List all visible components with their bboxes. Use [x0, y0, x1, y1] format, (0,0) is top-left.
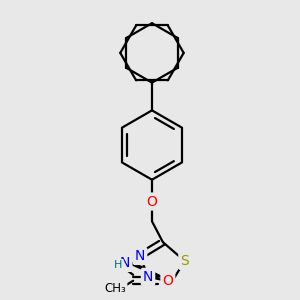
Text: N: N [143, 270, 153, 284]
Text: N: N [135, 249, 145, 263]
Text: H: H [114, 260, 122, 270]
Text: O: O [146, 194, 158, 208]
Text: O: O [162, 274, 173, 288]
Text: CH₃: CH₃ [104, 282, 126, 295]
Text: S: S [180, 254, 189, 268]
Text: N: N [120, 256, 130, 270]
